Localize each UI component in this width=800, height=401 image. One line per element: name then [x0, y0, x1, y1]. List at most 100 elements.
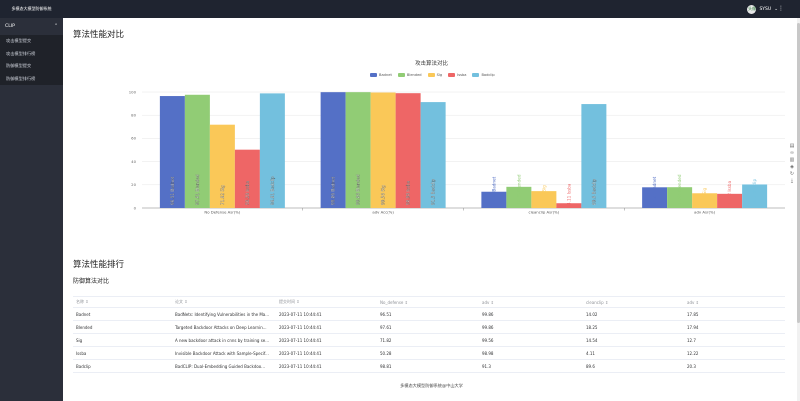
scrollbar[interactable]: [797, 18, 800, 401]
data-label: 99.56 Sig: [381, 185, 386, 205]
sidebar-menu: 攻击模型提交 攻击模型排行榜 防御模型提交 防御模型排行榜: [0, 35, 63, 85]
stack-icon[interactable]: ◈: [790, 164, 794, 170]
chevron-down-icon[interactable]: ⌄: [774, 6, 778, 12]
cell-cleanclip: 18.25: [586, 324, 598, 330]
main-content: 算法性能对比 攻击算法对比 Badnet Blended Sig Issba BadcI…: [63, 18, 800, 401]
col-header-name[interactable]: 名称 ⇕: [76, 299, 89, 304]
sidebar-item-attack-ranking[interactable]: 攻击模型排行榜: [6, 50, 36, 56]
bar: [506, 186, 532, 208]
cell-adv-asr: 20.3: [687, 363, 696, 369]
legend-label: BadcIip: [481, 73, 495, 77]
page-title: 算法性能对比: [73, 30, 125, 40]
bar: [345, 92, 371, 208]
y-tick-label: 20: [131, 182, 136, 187]
x-tick-label: cleanclip Asr(%): [529, 210, 560, 215]
chart-title: 攻击算法对比: [414, 61, 448, 67]
col-header-no-defense[interactable]: No_defense ⇕: [380, 299, 409, 305]
data-label: 4.11 Issba: [566, 183, 571, 205]
cell-adv: 99.56: [482, 337, 494, 343]
bar: [556, 203, 582, 208]
col-header-cleanclip[interactable]: cleanclip ⇕: [586, 299, 609, 305]
legend-label: Blended: [406, 73, 422, 77]
table-row[interactable]: Sig A new backdoor attack in cnns by tra…: [73, 334, 785, 347]
legend-item[interactable]: BadcIip: [472, 73, 495, 77]
cell-adv-asr: 12.7: [687, 337, 696, 343]
col-header-time[interactable]: 提交时间 ⇕: [279, 299, 300, 304]
data-label: 99.86 Blended: [356, 174, 361, 205]
cell-paper[interactable]: Targeted Backdoor Attacks on Deep Learni…: [175, 324, 267, 330]
cell-name: Sig: [76, 337, 83, 343]
col-header-adv-asr[interactable]: adv ⇕: [687, 299, 699, 305]
bar: [209, 124, 235, 208]
file-icon[interactable]: ▤: [789, 143, 795, 149]
link-icon[interactable]: ∞: [789, 150, 795, 156]
username[interactable]: SYSU: [759, 6, 772, 12]
cell-cleanclip: 4.11: [586, 350, 595, 356]
bar: [581, 104, 607, 208]
avatar[interactable]: 头像: [747, 4, 757, 14]
table-row[interactable]: Badclip BadCLIP: Dual-Embedding Guided B…: [73, 360, 785, 373]
cell-adv-asr: 17.85: [687, 311, 699, 317]
sidebar-item-defense-submit[interactable]: 防御模型提交: [6, 63, 32, 68]
defense-compare-title: 防御算法对比: [73, 278, 110, 285]
sidebar-group-clip[interactable]: CLIP ⌃: [0, 18, 63, 35]
legend-label: Badnet: [379, 73, 392, 77]
table-header-row: 名称 ⇕ 论文 ⇕ 提交时间 ⇕ No_defense ⇕ adv ⇕ clea…: [73, 296, 785, 308]
data-label: 12.7 Sig: [702, 188, 707, 205]
cell-no-defense: 97.61: [380, 324, 392, 330]
legend-label: Sig: [436, 73, 443, 77]
cell-name: Badnet: [76, 311, 91, 317]
sidebar: CLIP ⌃ 攻击模型提交 攻击模型排行榜 防御模型提交 防御模型排行榜: [0, 18, 63, 401]
col-header-adv[interactable]: adv ⇕: [482, 299, 494, 305]
data-label: 18.25 Blended: [516, 174, 521, 205]
legend-item[interactable]: Badnet: [370, 73, 392, 77]
data-label: 12.22 Issba: [727, 180, 732, 205]
more-vertical-icon[interactable]: ⋮: [778, 5, 784, 12]
data-label: 98.98 Issba: [406, 180, 411, 205]
data-label: 50.28 Issba: [245, 180, 250, 205]
download-icon[interactable]: ⤓: [790, 178, 794, 184]
cell-cleanclip: 14.54: [586, 337, 598, 343]
table-row[interactable]: Badnet BadNets: Identifying Vulnerabilit…: [73, 308, 785, 321]
col-header-paper[interactable]: 论文 ⇕: [175, 299, 188, 304]
bar-chart-icon[interactable]: ▥: [789, 157, 795, 163]
cell-no-defense: 50.28: [380, 350, 392, 356]
bar: [717, 193, 743, 208]
sidebar-group-label: CLIP: [5, 24, 15, 29]
chevron-up-icon: ⌃: [54, 24, 58, 29]
cell-paper[interactable]: BadCLIP: Dual-Embedding Guided Backdoo..…: [175, 363, 265, 369]
y-tick-label: 60: [131, 136, 136, 141]
cell-adv: 91.3: [482, 363, 491, 369]
legend-item[interactable]: Sig: [427, 73, 443, 77]
sidebar-item-defense-ranking[interactable]: 防御模型排行榜: [6, 75, 36, 81]
bar: [531, 191, 557, 208]
y-tick-label: 80: [131, 113, 136, 118]
ranking-table: 名称 ⇕ 论文 ⇕ 提交时间 ⇕ No_defense ⇕ adv ⇕ clea…: [73, 296, 785, 373]
cell-paper[interactable]: A new backdoor attack in cnns by trainin…: [175, 337, 270, 343]
bar: [481, 191, 507, 208]
data-label: 17.94 Blended: [677, 174, 682, 205]
data-label: 14.54 Sig: [541, 185, 546, 205]
bar: [159, 96, 185, 208]
cell-time: 2023-07-11 10:44:41: [279, 350, 322, 356]
refresh-icon[interactable]: ↻: [789, 171, 795, 177]
y-tick-label: 40: [131, 159, 136, 164]
data-label: 99.86 Badnet: [331, 176, 336, 205]
table-row[interactable]: Blended Targeted Backdoor Attacks on Dee…: [73, 321, 785, 334]
user-menu[interactable]: 头像 SYSU ⌄: [747, 4, 778, 14]
legend-swatch: [397, 73, 405, 77]
data-label: 71.82 Sig: [220, 185, 225, 205]
sidebar-item-attack-submit[interactable]: 攻击模型提交: [6, 38, 32, 43]
cell-paper[interactable]: Invisible Backdoor Attack with Sample-Sp…: [175, 350, 269, 356]
cell-cleanclip: 14.02: [586, 311, 598, 317]
scrollbar-thumb[interactable]: [797, 23, 800, 323]
cell-time: 2023-07-11 10:44:41: [279, 311, 322, 317]
bar: [259, 93, 285, 208]
legend-label: Issba: [457, 73, 467, 77]
legend-item[interactable]: Blended: [397, 73, 422, 77]
bar: [667, 187, 693, 208]
legend-item[interactable]: Issba: [448, 73, 466, 77]
x-tick-label: adv Acc(%): [372, 210, 394, 215]
cell-paper[interactable]: BadNets: Identifying Vulnerabilities in …: [175, 311, 270, 317]
table-row[interactable]: Issba Invisible Backdoor Attack with Sam…: [73, 347, 785, 360]
